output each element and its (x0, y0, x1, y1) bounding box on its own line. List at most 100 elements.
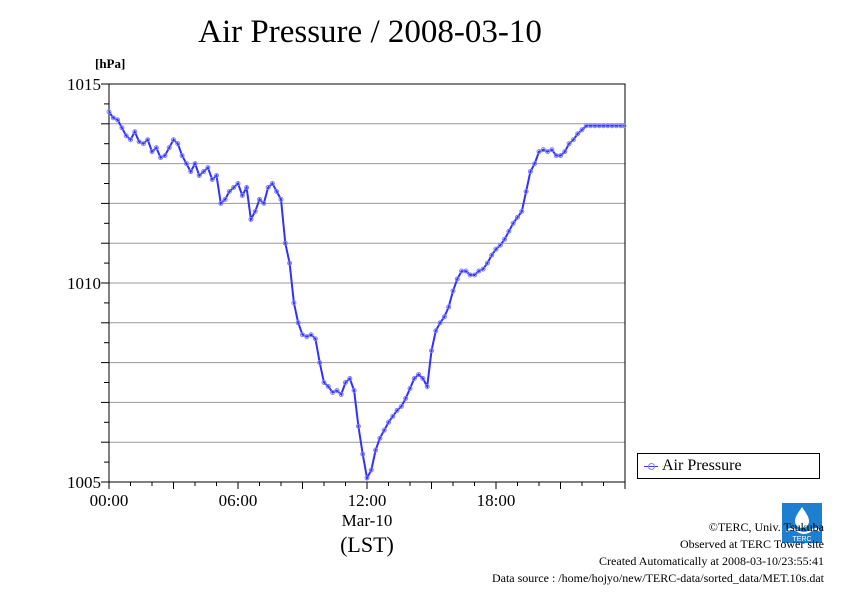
data-point (416, 372, 422, 378)
data-point (446, 304, 452, 310)
terc-logo-icon: TERC (782, 503, 822, 543)
data-point (300, 332, 305, 338)
data-point (158, 155, 164, 161)
data-point (282, 240, 288, 246)
data-point (493, 246, 499, 252)
chart-title: Air Pressure / 2008-03-10 (198, 14, 542, 50)
data-point (532, 161, 538, 167)
data-point (115, 117, 121, 123)
y-tick-label: 1015 (67, 75, 101, 94)
logo-text: TERC (792, 536, 811, 543)
series-line-air-pressure (108, 111, 624, 481)
data-point (123, 133, 129, 139)
data-point (261, 200, 267, 206)
axis-ticks (101, 83, 626, 489)
data-point (205, 165, 211, 171)
data-point (540, 147, 546, 153)
data-point (472, 272, 477, 278)
data-point (166, 145, 172, 151)
data-point (390, 413, 396, 419)
y-tick-label: 1010 (67, 274, 101, 293)
data-point (214, 173, 219, 179)
x-tick-label: 00:00 (90, 491, 129, 510)
data-point (257, 196, 262, 202)
data-point (386, 419, 391, 425)
gridlines (109, 123, 625, 443)
data-point (295, 320, 301, 326)
data-point (394, 407, 400, 413)
data-point (618, 123, 624, 129)
legend-label-air-pressure: Air Pressure (662, 457, 742, 474)
x-axis-label: (LST) (340, 532, 394, 557)
data-point (360, 451, 366, 457)
data-point (304, 334, 310, 340)
data-point (558, 153, 563, 159)
legend: Air Pressure (637, 453, 820, 479)
data-point (484, 260, 490, 266)
data-point (368, 467, 374, 473)
data-point (502, 236, 508, 242)
series-air-pressure (106, 109, 627, 481)
data-point (347, 376, 353, 382)
data-point (381, 427, 387, 433)
data-point (355, 423, 361, 429)
data-point (308, 332, 314, 338)
footer-created: Created Automatically at 2008-03-10/23:5… (599, 554, 824, 568)
data-point (265, 184, 271, 190)
data-point (515, 214, 520, 220)
data-point (420, 376, 426, 382)
axis-labels: 1005 1010 1015 00:00 06:00 12:00 18:00 [hPa] Mar… (67, 56, 515, 557)
data-point (343, 380, 348, 385)
data-point (463, 268, 469, 274)
data-point (523, 188, 529, 194)
data-point (231, 184, 237, 190)
x-tick-label: 18:00 (477, 491, 516, 510)
data-point (192, 161, 198, 167)
y-axis-unit-label: [hPa] (95, 56, 125, 71)
data-point (429, 348, 434, 354)
data-point (201, 169, 207, 175)
data-point (287, 260, 293, 266)
data-point (424, 383, 430, 389)
data-point (179, 153, 185, 159)
data-point (575, 131, 581, 137)
data-point (175, 141, 181, 147)
data-point (244, 184, 250, 190)
data-point (536, 149, 542, 155)
data-point (235, 181, 241, 186)
data-point (454, 276, 460, 282)
data-point (321, 380, 327, 385)
data-point (351, 387, 357, 393)
data-point (136, 139, 142, 145)
data-point (330, 389, 336, 395)
data-point (506, 228, 512, 234)
data-point (510, 220, 516, 226)
data-point (527, 169, 533, 175)
data-point (621, 123, 627, 129)
data-point (476, 268, 482, 274)
data-point (291, 300, 297, 306)
data-point (269, 181, 275, 186)
data-point (334, 387, 340, 393)
data-point (562, 149, 568, 155)
data-point (403, 395, 409, 401)
data-point (325, 383, 331, 389)
data-point (119, 125, 125, 131)
data-point (338, 391, 344, 397)
data-point (312, 336, 318, 342)
data-point (274, 188, 280, 194)
data-point (248, 216, 254, 222)
data-point (566, 141, 572, 147)
data-point (153, 145, 159, 151)
data-point (209, 177, 215, 183)
data-point (570, 137, 576, 143)
x-tick-label: 06:00 (219, 491, 258, 510)
y-tick-label: 1005 (67, 473, 101, 492)
data-point (188, 169, 194, 175)
data-point (252, 208, 258, 214)
data-point (183, 161, 189, 167)
data-point (364, 475, 370, 481)
data-point (140, 141, 146, 147)
data-point (110, 115, 116, 121)
